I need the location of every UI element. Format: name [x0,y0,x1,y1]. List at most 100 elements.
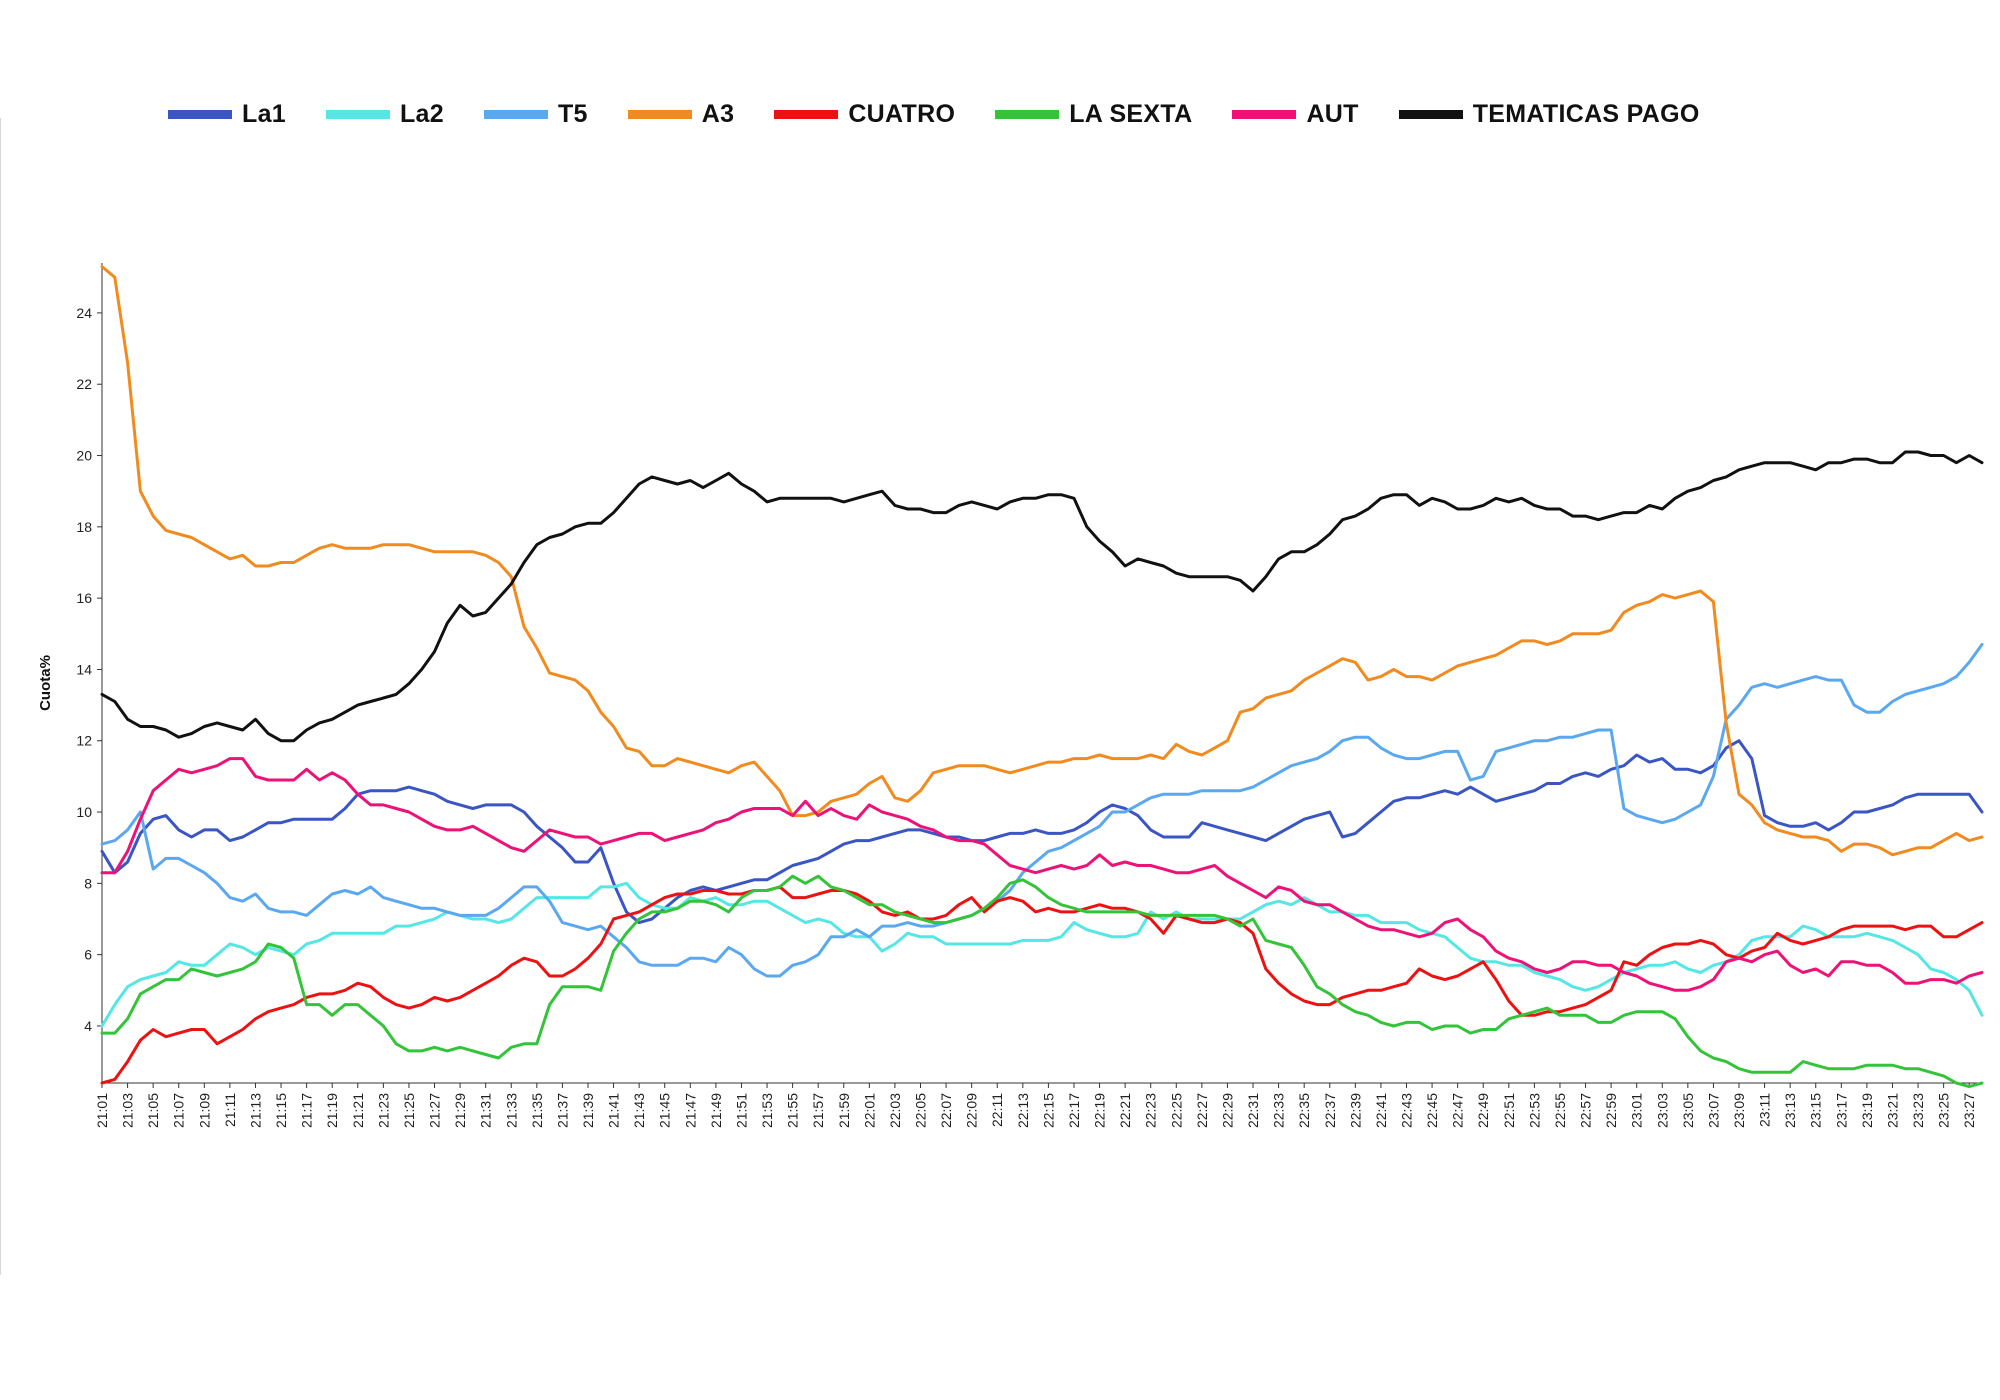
x-tick-label: 22:29 [1219,1093,1235,1128]
x-tick-label: 22:11 [989,1093,1005,1127]
legend-label: CUATRO [848,99,956,128]
x-tick-label: 21:17 [299,1093,315,1128]
x-tick-label: 23:07 [1705,1093,1721,1128]
x-tick-label: 21:13 [247,1093,263,1128]
x-tick-label: 22:43 [1398,1093,1414,1128]
legend-item: LA SEXTA [995,100,1192,129]
x-tick-label: 21:37 [554,1093,570,1128]
x-tick-label: 23:03 [1654,1093,1670,1128]
legend-swatch [483,109,548,119]
x-tick-label: 22:13 [1015,1093,1031,1128]
x-tick-label: 22:19 [1092,1093,1108,1128]
x-tick-label: 21:23 [375,1093,391,1128]
y-tick-label: 18 [76,519,92,535]
x-tick-label: 21:25 [401,1093,417,1128]
series-line [100,885,1984,1085]
x-tick-label: 22:37 [1322,1093,1338,1128]
x-tick-label: 22:51 [1501,1093,1517,1128]
x-tick-label: 22:49 [1475,1093,1491,1128]
legend-swatch [995,109,1060,119]
x-tick-label: 21:21 [350,1093,366,1128]
x-tick-label: 23:27 [1961,1093,1977,1128]
legend-label: T5 [557,99,588,128]
legend-label: La1 [242,99,286,128]
y-tick-label: 6 [84,947,92,963]
x-tick-label: 22:03 [887,1093,903,1128]
legend-item: La2 [325,99,444,129]
y-tick-label: 4 [84,1018,92,1034]
x-tick-label: 21:49 [708,1093,724,1128]
y-tick-label: 14 [76,661,92,677]
x-tick-label: 22:01 [861,1093,877,1128]
y-tick-label: 24 [76,305,92,321]
legend: La1 La2 T5 A3 CUATRO LA SEXTA AUT TEMATICAS PAG… [168,94,1740,134]
x-tick-label: 22:45 [1424,1093,1440,1128]
x-tick-label: 23:11 [1757,1093,1773,1127]
legend-item: A3 [627,99,735,129]
legend-label: TEMATICAS PAGO [1472,99,1700,128]
x-tick-label: 22:53 [1526,1093,1542,1128]
legend-item: AUT [1232,100,1358,129]
x-tick-label: 21:09 [196,1093,212,1128]
series-line [100,265,1984,857]
legend-label: AUT [1306,99,1359,128]
legend-item: La1 [168,100,286,129]
x-tick-label: 21:31 [478,1093,494,1128]
x-tick-label: 21:05 [145,1093,161,1128]
legend-label: A3 [701,99,735,128]
legend-label: LA SEXTA [1069,99,1193,128]
x-tick-label: 21:57 [810,1093,826,1128]
x-tick-label: 23:09 [1731,1093,1747,1128]
x-tick-label: 21:15 [273,1093,289,1128]
x-tick-label: 23:19 [1859,1093,1875,1128]
x-tick-label: 22:57 [1578,1093,1594,1128]
x-tick-label: 22:27 [1194,1093,1210,1128]
y-tick-label: 16 [76,590,92,606]
x-tick-label: 23:01 [1629,1093,1645,1128]
legend-item: T5 [483,99,588,129]
x-tick-label: 22:59 [1603,1093,1619,1128]
legend-swatch [774,109,839,119]
x-tick-label: 21:51 [733,1093,749,1128]
x-tick-label: 21:43 [631,1093,647,1128]
x-tick-label: 21:55 [785,1093,801,1128]
x-tick-label: 22:47 [1450,1093,1466,1128]
x-tick-label: 21:53 [759,1093,775,1128]
legend-swatch [168,109,232,119]
x-tick-label: 22:35 [1296,1093,1312,1128]
x-tick-label: 22:17 [1066,1093,1082,1128]
x-tick-label: 21:19 [324,1093,340,1128]
x-tick-label: 21:11 [222,1093,238,1127]
x-tick-label: 22:23 [1143,1093,1159,1128]
series-line [100,450,1984,743]
x-tick-label: 23:13 [1782,1093,1798,1128]
x-tick-label: 22:21 [1117,1093,1133,1128]
x-tick-label: 23:15 [1808,1093,1824,1128]
y-tick-label: 12 [76,733,92,749]
y-axis-title: Cuota% [37,655,54,711]
x-tick-label: 21:03 [120,1093,136,1128]
x-tick-label: 21:27 [427,1093,443,1128]
legend-swatch [1398,109,1463,119]
legend-label: La2 [399,99,444,128]
x-tick-label: 22:05 [913,1093,929,1128]
x-tick-label: 21:39 [580,1093,596,1128]
x-tick-label: 23:25 [1936,1093,1952,1128]
x-tick-label: 22:09 [964,1093,980,1128]
series-line [100,881,1984,1028]
x-tick-label: 21:33 [503,1093,519,1128]
legend-item: CUATRO [774,100,955,129]
x-tick-label: 21:45 [657,1093,673,1128]
y-tick-label: 20 [76,448,92,464]
series-line [100,643,1984,978]
x-tick-label: 23:05 [1680,1093,1696,1128]
x-tick-label: 22:15 [1040,1093,1056,1128]
x-tick-label: 22:33 [1271,1093,1287,1128]
x-tick-label: 22:55 [1552,1093,1568,1128]
y-tick-label: 10 [76,804,92,820]
x-tick-label: 21:29 [452,1093,468,1128]
x-tick-label: 23:21 [1884,1093,1900,1128]
x-tick-label: 22:41 [1373,1093,1389,1128]
x-tick-label: 22:31 [1245,1093,1261,1128]
